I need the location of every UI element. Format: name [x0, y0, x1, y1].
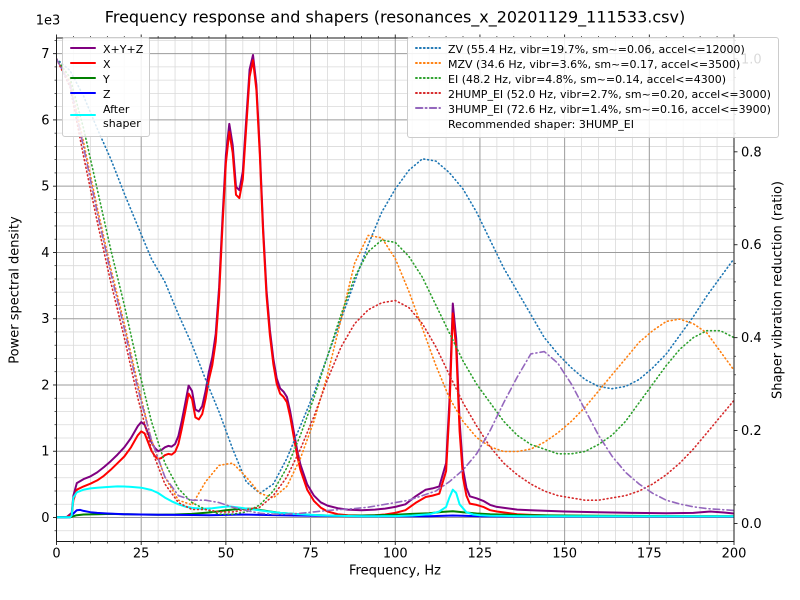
- legend-item: Z: [70, 88, 142, 102]
- legend-item: After shaper: [70, 103, 142, 131]
- legend-label: 3HUMP_EI (72.6 Hz, vibr=1.4%, sm~=0.16, …: [448, 103, 771, 116]
- legend-label: X+Y+Z: [103, 43, 144, 56]
- x-tick-label: 150: [552, 547, 577, 562]
- series-3hump-ei: [56, 58, 734, 516]
- legend-shapers: ZV (55.4 Hz, vibr=19.7%, sm~=0.06, accel…: [407, 37, 779, 138]
- x-tick-label: 100: [383, 547, 408, 562]
- series-2hump-ei: [56, 58, 734, 513]
- legend-label: Y: [103, 73, 110, 86]
- curves: [56, 54, 734, 519]
- y-right-tick-label: 0.2: [741, 424, 762, 439]
- legend-item: 2HUMP_EI (52.0 Hz, vibr=2.7%, sm~=0.20, …: [415, 88, 771, 102]
- y-left-tick-label: 6: [41, 113, 49, 128]
- legend-line-sample: [415, 58, 441, 72]
- y-right-tick-label: 0.0: [741, 517, 762, 532]
- legend-label: 2HUMP_EI (52.0 Hz, vibr=2.7%, sm~=0.20, …: [448, 88, 771, 101]
- x-tick-label: 175: [637, 547, 662, 562]
- x-tick-label: 25: [133, 547, 150, 562]
- legend-item: EI (48.2 Hz, vibr=4.8%, sm~=0.14, accel<…: [415, 73, 771, 87]
- legend-line-sample: [70, 88, 96, 102]
- legend-line-sample: [415, 73, 441, 87]
- legend-psd: X+Y+Z X Y Z After shaper: [62, 37, 150, 137]
- y-right-tick-label: 0.6: [741, 238, 762, 253]
- y-left-tick-label: 7: [41, 47, 49, 62]
- legend-item: X: [70, 58, 142, 72]
- y-left-tick-label: 2: [41, 378, 49, 393]
- grid-minor: [56, 38, 734, 542]
- legend-item: Y: [70, 73, 142, 87]
- y-axis-offset-label: 1e3: [35, 13, 61, 29]
- y-right-tick-label: 0.4: [741, 331, 762, 346]
- legend-line-sample: [415, 103, 441, 117]
- series-ei: [56, 58, 734, 516]
- y-left-tick-label: 5: [41, 180, 49, 195]
- series-after-shaper: [56, 485, 734, 519]
- x-tick-label: 0: [52, 547, 60, 562]
- legend-item: MZV (34.6 Hz, vibr=3.6%, sm~=0.17, accel…: [415, 58, 771, 72]
- legend-line-sample: [70, 110, 96, 124]
- y-axis-label-right: Shaper vibration reduction (ratio): [770, 181, 786, 399]
- legend-label: MZV (34.6 Hz, vibr=3.6%, sm~=0.17, accel…: [448, 58, 741, 71]
- legend-line-sample: [70, 58, 96, 72]
- x-tick-label: 50: [218, 547, 235, 562]
- legend-line-sample: [415, 88, 441, 102]
- legend-line-sample: [70, 73, 96, 87]
- legend-label: X: [103, 58, 111, 71]
- y-right-tick-label: 0.8: [741, 145, 762, 160]
- legend-label: Z: [103, 88, 111, 101]
- legend-label: Recommended shaper: 3HUMP_EI: [448, 118, 634, 131]
- series-x: [56, 59, 734, 519]
- legend-item: ZV (55.4 Hz, vibr=19.7%, sm~=0.06, accel…: [415, 43, 771, 57]
- x-tick-label: 125: [468, 547, 493, 562]
- y-left-tick-label: 4: [41, 246, 49, 261]
- y-left-tick-labels: 0 1 2 3 4 5 6 7: [41, 47, 49, 526]
- legend-line-sample: [415, 43, 441, 57]
- x-tick-label: 200: [722, 547, 747, 562]
- legend-item: 3HUMP_EI (72.6 Hz, vibr=1.4%, sm~=0.16, …: [415, 103, 771, 117]
- legend-label: EI (48.2 Hz, vibr=4.8%, sm~=0.14, accel<…: [448, 73, 726, 86]
- y-left-tick-label: 3: [41, 312, 49, 327]
- x-axis-label: Frequency, Hz: [348, 563, 442, 579]
- legend-line-sample: [70, 43, 96, 57]
- legend-label: After shaper: [103, 103, 141, 130]
- y-left-tick-label: 1: [41, 445, 49, 460]
- legend-item: X+Y+Z: [70, 43, 144, 57]
- chart-title: Frequency response and shapers (resonanc…: [104, 7, 686, 27]
- x-tick-labels: 0 25 50 75 100 125 150 175 200: [52, 547, 746, 562]
- legend-label: ZV (55.4 Hz, vibr=19.7%, sm~=0.06, accel…: [448, 43, 745, 56]
- series-zv: [56, 58, 734, 495]
- y-axis-label-left: Power spectral density: [7, 216, 23, 364]
- series-z: [56, 508, 734, 519]
- series-mzv: [56, 58, 734, 506]
- y-left-tick-label: 0: [41, 511, 49, 526]
- legend-footer: Recommended shaper: 3HUMP_EI: [415, 118, 771, 132]
- x-tick-label: 75: [302, 547, 319, 562]
